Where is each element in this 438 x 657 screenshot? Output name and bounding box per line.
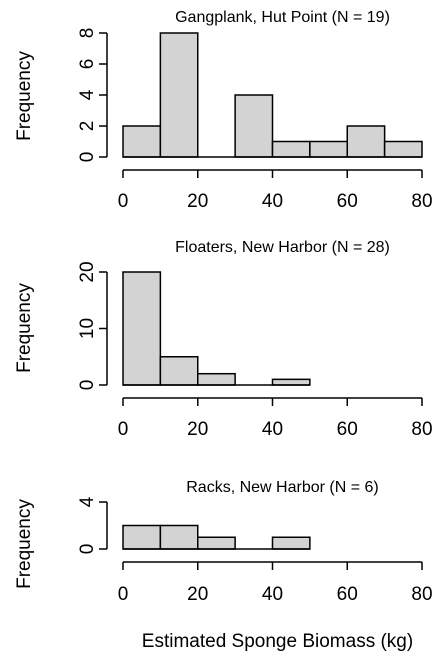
panel-1: Gangplank, Hut Point (N = 19) Frequency 0 2… xyxy=(14,9,433,212)
histogram-bar xyxy=(122,125,162,158)
x-tick-label: 0 xyxy=(118,419,129,440)
histogram-bar xyxy=(122,271,162,386)
y-tick-label: 8 xyxy=(77,28,98,39)
x-tick-label: 40 xyxy=(262,584,283,605)
panel-title: Gangplank, Hut Point (N = 19) xyxy=(175,9,390,26)
histogram-bar xyxy=(346,125,386,158)
y-tick-label: 4 xyxy=(77,496,98,507)
y-tick-label: 0 xyxy=(77,380,98,391)
y-tick-label: 0 xyxy=(77,544,98,555)
y-tick-label: 20 xyxy=(77,261,98,282)
histogram-bar xyxy=(197,372,236,386)
x-tick-label: 20 xyxy=(187,584,208,605)
histogram-bar xyxy=(159,524,199,550)
histogram-bar xyxy=(159,356,199,386)
histogram-bar xyxy=(234,94,274,158)
y-tick-label: 6 xyxy=(77,59,98,70)
x-tick-label: 0 xyxy=(118,191,129,212)
histogram-bar xyxy=(271,140,311,158)
histogram-bar xyxy=(197,536,236,550)
panel-3: Racks, New Harbor (N = 6)Frequency 040 20 4… xyxy=(14,479,433,652)
y-tick-label: 4 xyxy=(77,89,98,100)
histogram-bar xyxy=(309,140,348,158)
histogram-bar xyxy=(271,378,311,386)
histogram-bar xyxy=(383,140,423,158)
histogram-bar xyxy=(122,524,162,550)
x-tick-label: 80 xyxy=(411,191,432,212)
y-axis-label: Frequency xyxy=(14,283,35,373)
x-tick-label: 60 xyxy=(337,419,358,440)
y-tick-label: 10 xyxy=(77,318,98,339)
x-tick-label: 60 xyxy=(337,584,358,605)
x-tick-label: 60 xyxy=(337,191,358,212)
histogram-bar xyxy=(159,32,199,158)
x-tick-label: 80 xyxy=(411,419,432,440)
x-axis-label: Estimated Sponge Biomass (kg) xyxy=(142,631,413,652)
y-axis-label: Frequency xyxy=(14,499,35,589)
histogram-bar xyxy=(271,536,311,550)
x-tick-label: 0 xyxy=(118,584,129,605)
panel-title: Racks, New Harbor (N = 6) xyxy=(186,479,379,496)
x-tick-label: 20 xyxy=(187,419,208,440)
y-tick-label: 2 xyxy=(77,121,98,132)
x-tick-label: 80 xyxy=(411,584,432,605)
y-axis-label: Frequency xyxy=(14,51,35,141)
x-tick-label: 20 xyxy=(187,191,208,212)
x-tick-label: 40 xyxy=(262,419,283,440)
panel-title: Floaters, New Harbor (N = 28) xyxy=(175,239,390,256)
x-tick-label: 40 xyxy=(262,191,283,212)
panel-2: Floaters, New Harbor (N = 28) Frequency 0 1… xyxy=(14,239,433,440)
y-tick-label: 0 xyxy=(77,152,98,163)
